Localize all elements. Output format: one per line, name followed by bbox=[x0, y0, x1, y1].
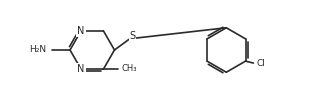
Text: N: N bbox=[77, 64, 85, 74]
Text: H₂N: H₂N bbox=[29, 46, 46, 54]
Text: N: N bbox=[77, 26, 85, 36]
Text: S: S bbox=[129, 31, 135, 41]
Text: Cl: Cl bbox=[256, 59, 265, 68]
Text: CH₃: CH₃ bbox=[122, 64, 138, 73]
